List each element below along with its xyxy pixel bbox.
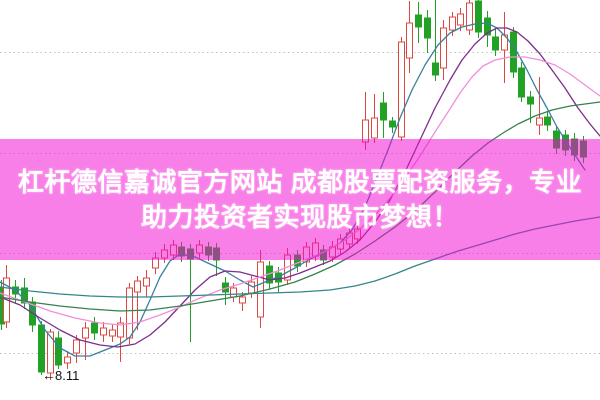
candle-down (571, 138, 578, 156)
candle-up (134, 280, 141, 293)
candle-down (415, 14, 422, 28)
candle-up (73, 339, 80, 354)
low-price-value: 8.11 (55, 368, 80, 383)
candle-up (312, 242, 319, 257)
candle-down (38, 324, 45, 373)
candle-down (510, 31, 517, 73)
candle-up (126, 287, 133, 339)
ma-purple-line (0, 27, 600, 348)
candle-up (196, 244, 203, 254)
candle-down (380, 102, 387, 121)
candle-down (553, 130, 560, 149)
ma-fast-line (0, 22, 586, 357)
candle-up (143, 277, 150, 287)
candle-down (91, 322, 98, 334)
candle-up (371, 117, 378, 139)
candle-down (518, 67, 525, 98)
candle-down (432, 62, 439, 76)
candle-down (475, 0, 482, 33)
candle-up (457, 13, 464, 26)
candle-up (100, 327, 107, 336)
candle-up (239, 296, 246, 304)
candle-up (248, 281, 255, 294)
low-price-annotation: ←8.11 (42, 367, 79, 383)
candle-up (117, 322, 124, 338)
candle-up (440, 27, 447, 69)
left-arrow-icon: ← (42, 367, 56, 383)
candle-up (257, 261, 264, 318)
ma-pink-line (0, 56, 600, 326)
candle-up (230, 287, 237, 298)
candle-up (449, 16, 456, 31)
candle-up (536, 117, 543, 126)
candle-up (82, 327, 89, 339)
candle-up (64, 356, 71, 364)
candle-up (152, 257, 159, 269)
candle-up (362, 119, 369, 143)
candle-up (109, 329, 116, 337)
candle-down (389, 120, 396, 128)
candle-down (580, 140, 587, 158)
candle-down (484, 17, 491, 36)
candle-down (424, 17, 431, 39)
candle-down (187, 248, 194, 260)
candle-up (406, 22, 413, 59)
candle-up (161, 249, 168, 259)
candle-down (492, 36, 499, 51)
candle-down (55, 337, 62, 366)
candle-down (527, 96, 534, 105)
candle-down (544, 116, 551, 126)
ma-green-line (0, 101, 600, 312)
candle-up (466, 2, 473, 31)
candle-down (205, 246, 212, 256)
candle-up (398, 41, 405, 138)
candle-up (170, 244, 177, 256)
candle-up (47, 331, 54, 374)
candle-down (213, 247, 220, 261)
candle-down (21, 287, 28, 304)
